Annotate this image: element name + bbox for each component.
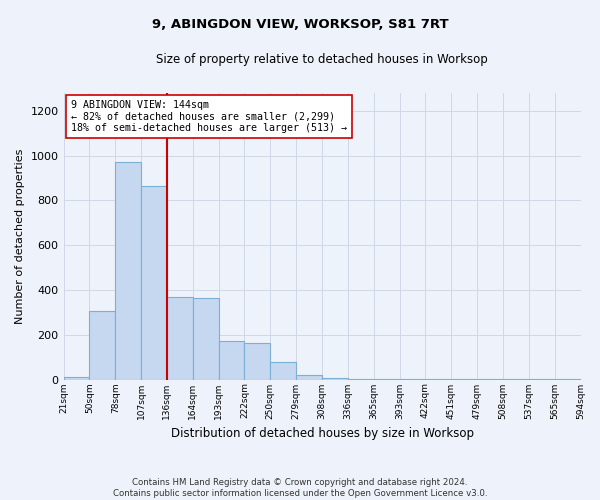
Title: Size of property relative to detached houses in Worksop: Size of property relative to detached ho… [156, 52, 488, 66]
Bar [244, 342, 271, 380]
Bar [89, 312, 115, 380]
Bar [193, 298, 218, 380]
Bar [141, 186, 167, 380]
X-axis label: Distribution of detached houses by size in Worksop: Distribution of detached houses by size … [170, 427, 473, 440]
Text: 9, ABINGDON VIEW, WORKSOP, S81 7RT: 9, ABINGDON VIEW, WORKSOP, S81 7RT [152, 18, 448, 30]
Text: Contains HM Land Registry data © Crown copyright and database right 2024.
Contai: Contains HM Land Registry data © Crown c… [113, 478, 487, 498]
Bar [218, 342, 244, 380]
Text: 9 ABINGDON VIEW: 144sqm
← 82% of detached houses are smaller (2,299)
18% of semi: 9 ABINGDON VIEW: 144sqm ← 82% of detache… [71, 100, 347, 134]
Bar [271, 362, 296, 380]
Bar [115, 162, 141, 380]
Bar [64, 378, 89, 380]
Y-axis label: Number of detached properties: Number of detached properties [15, 148, 25, 324]
Bar [167, 296, 193, 380]
Bar [322, 378, 348, 380]
Bar [296, 375, 322, 380]
